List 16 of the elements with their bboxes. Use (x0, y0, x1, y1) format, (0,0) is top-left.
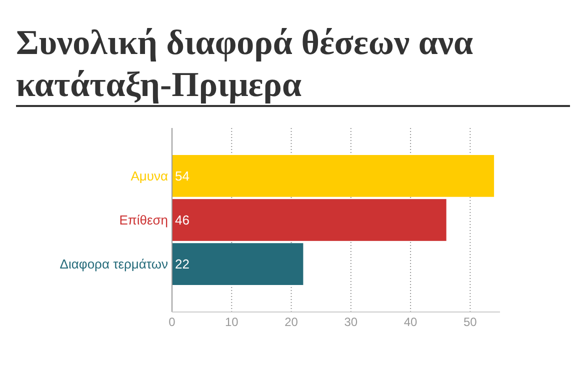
y-tick-label: Διαφορα τερμάτων (60, 256, 168, 272)
bar (172, 243, 304, 285)
x-tick-label: 40 (404, 315, 418, 329)
y-tick-label: Επίθεση (119, 212, 168, 228)
data-label: 46 (175, 212, 190, 228)
x-tick-label: 30 (344, 315, 358, 329)
x-tick-label: 0 (168, 315, 176, 329)
data-label: 22 (175, 256, 190, 272)
y-tick-label: Αμυνα (130, 168, 168, 184)
bar (172, 155, 494, 197)
chart-title: Συνολική διαφορά θέσεων ανα κατάταξη-Πριμερα (16, 23, 474, 104)
x-tick-label: 50 (464, 315, 478, 329)
x-tick-label: 20 (284, 315, 298, 329)
bar (172, 199, 446, 241)
data-label: 54 (175, 168, 190, 184)
x-tick-label: 10 (224, 315, 239, 329)
